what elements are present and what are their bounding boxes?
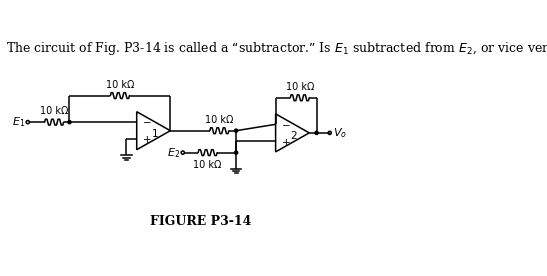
Text: $V_o$: $V_o$ <box>333 126 347 140</box>
Circle shape <box>68 121 71 124</box>
Circle shape <box>328 131 331 134</box>
Circle shape <box>315 131 318 134</box>
Text: The circuit of Fig. P3-14 is called a “subtractor.” Is $E_1$ subtracted from $E_: The circuit of Fig. P3-14 is called a “s… <box>6 40 547 57</box>
Text: $-$: $-$ <box>142 116 152 126</box>
Text: 10 kΩ: 10 kΩ <box>40 105 68 116</box>
Text: 10 kΩ: 10 kΩ <box>106 80 134 90</box>
Circle shape <box>26 121 30 124</box>
Text: $+$: $+$ <box>281 137 290 148</box>
Text: FIGURE P3-14: FIGURE P3-14 <box>150 215 251 228</box>
Text: 10 kΩ: 10 kΩ <box>286 82 314 92</box>
Text: $E_2$: $E_2$ <box>167 146 180 160</box>
Circle shape <box>235 151 238 154</box>
Text: 10 kΩ: 10 kΩ <box>205 115 234 125</box>
Circle shape <box>235 129 238 132</box>
Text: 1: 1 <box>152 129 158 139</box>
Text: 10 kΩ: 10 kΩ <box>194 160 222 170</box>
Text: 2: 2 <box>290 131 297 141</box>
Text: $E_1$: $E_1$ <box>11 115 25 129</box>
Text: $+$: $+$ <box>142 134 152 145</box>
Text: $-$: $-$ <box>281 119 290 129</box>
Circle shape <box>181 151 184 154</box>
